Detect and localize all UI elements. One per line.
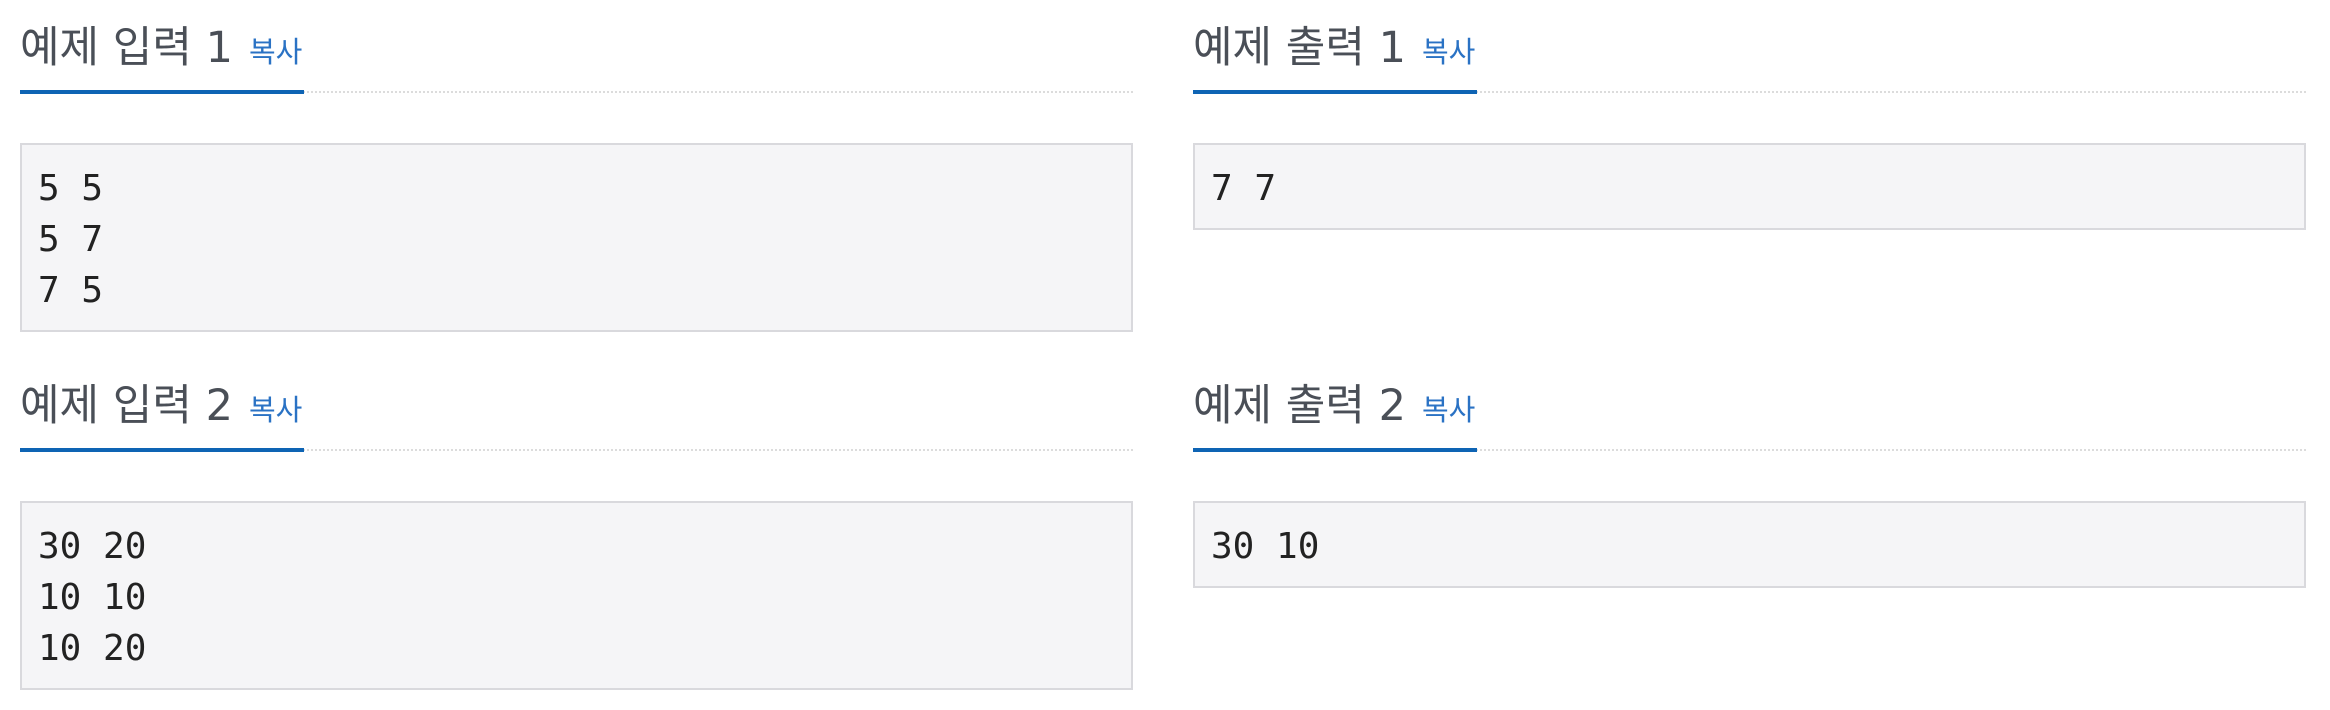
sample-output-1-header: 예제 출력 1 복사: [1193, 0, 2306, 94]
sample-input-1-heading: 예제 입력 1 복사: [20, 1, 305, 94]
sample-output-2-title: 예제 출력 2: [1193, 381, 1406, 431]
sample-output-2-copy-button[interactable]: 복사: [1421, 393, 1476, 427]
sample-input-1-content[interactable]: 5 5 5 7 7 5: [20, 143, 1133, 332]
sample-output-1-title: 예제 출력 1: [1193, 23, 1406, 73]
sample-input-1-title: 예제 입력 1: [20, 23, 233, 73]
sample-input-1-header: 예제 입력 1 복사: [20, 0, 1133, 94]
sample-output-1-content[interactable]: 7 7: [1193, 143, 2306, 230]
sample-input-2-section: 예제 입력 2 복사 30 20 10 10 10 20: [20, 358, 1133, 690]
sample-output-2-content[interactable]: 30 10: [1193, 501, 2306, 588]
sample-output-1-section: 예제 출력 1 복사 7 7: [1193, 0, 2306, 230]
sample-input-1-copy-button[interactable]: 복사: [248, 35, 303, 69]
sample-input-1-section: 예제 입력 1 복사 5 5 5 7 7 5: [20, 0, 1133, 332]
sample-output-2-header: 예제 출력 2 복사: [1193, 358, 2306, 452]
sample-output-2-heading: 예제 출력 2 복사: [1193, 359, 1478, 452]
sample-input-2-content[interactable]: 30 20 10 10 10 20: [20, 501, 1133, 690]
sample-output-1-heading: 예제 출력 1 복사: [1193, 1, 1478, 94]
sample-input-2-title: 예제 입력 2: [20, 381, 233, 431]
sample-input-2-copy-button[interactable]: 복사: [248, 393, 303, 427]
sample-output-2-section: 예제 출력 2 복사 30 10: [1193, 358, 2306, 588]
sample-input-2-header: 예제 입력 2 복사: [20, 358, 1133, 452]
sample-output-1-copy-button[interactable]: 복사: [1421, 35, 1476, 69]
sample-input-2-heading: 예제 입력 2 복사: [20, 359, 305, 452]
